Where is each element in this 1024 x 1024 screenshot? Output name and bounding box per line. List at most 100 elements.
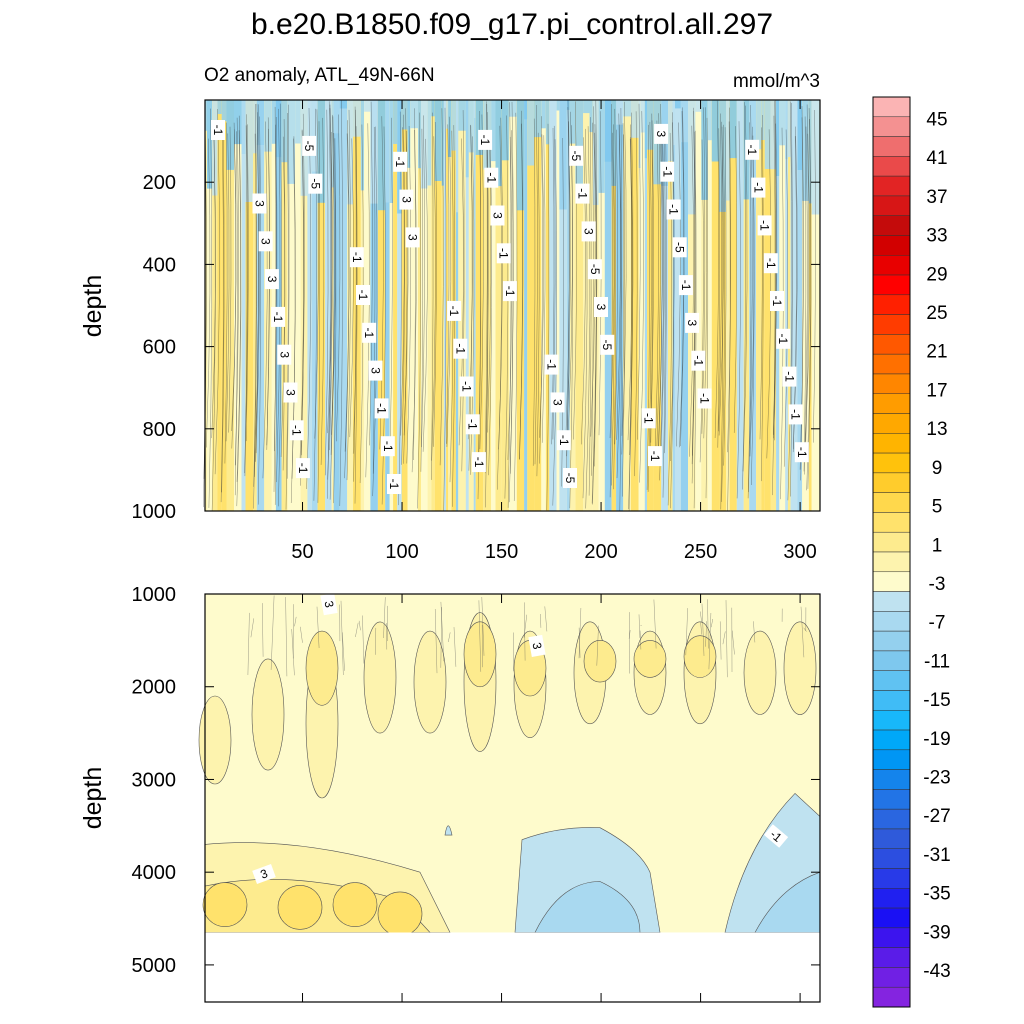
upper-contour-line [582, 128, 588, 499]
upper-contour-line [736, 121, 741, 499]
upper-contour-label: -1 [374, 398, 389, 419]
contour-label-bg [654, 123, 669, 144]
colorbar-tick-label: 13 [926, 419, 947, 440]
upper-field-stripe [389, 100, 394, 511]
upper-contour-line [733, 126, 738, 433]
upper-field-stripe [217, 100, 222, 511]
upper-surface-patch [385, 100, 390, 203]
contour-label-text: -1 [381, 441, 395, 452]
contour-label-text: -1 [387, 479, 401, 490]
lower-deep-warm-cell [277, 885, 323, 930]
upper-contour-line [389, 117, 393, 455]
upper-frame [204, 99, 821, 512]
upper-contour-line [349, 138, 354, 438]
upper-contour-line [613, 108, 617, 490]
colorbar-swatch [872, 710, 911, 731]
upper-contour-label: 3 [654, 123, 669, 144]
upper-contour-line [718, 121, 724, 436]
upper-contour-line [224, 122, 228, 464]
colorbar-tick-label: 1 [932, 535, 943, 556]
upper-contour-line [411, 129, 417, 473]
colorbar-swatch [872, 393, 911, 414]
upper-contour-label: -1 [666, 199, 681, 220]
upper-field-stripe [491, 100, 496, 511]
upper-surface-patch [534, 100, 542, 138]
upper-surface-patch [353, 100, 361, 137]
upper-surface-patch [431, 100, 435, 117]
upper-contour-line [639, 111, 644, 483]
colorbar-swatch [872, 452, 911, 474]
upper-x-tick-label: 100 [385, 541, 418, 563]
lower-anomaly-cell [783, 621, 817, 715]
upper-contour-line [285, 112, 289, 510]
upper-contour-line [804, 126, 808, 475]
contour-label-bg [399, 189, 414, 210]
upper-field-stripe [317, 100, 326, 511]
upper-contour-label: -1 [757, 215, 772, 236]
lower-deep-warm-cell [332, 882, 378, 927]
upper-surface-patch [393, 100, 398, 144]
colorbar-tick-label: -43 [923, 961, 950, 982]
upper-contour-label: 3 [258, 231, 273, 252]
upper-x-tick-label: 300 [783, 541, 816, 563]
upper-contour-label: 3 [550, 392, 565, 413]
upper-field-stripe [566, 100, 570, 511]
upper-contour-label: 3 [594, 297, 608, 317]
colorbar-swatch [872, 828, 911, 849]
upper-contour-label: -5 [308, 173, 323, 194]
contour-label-bg [283, 382, 298, 403]
upper-contour-line [720, 126, 724, 510]
lower-y-tick-label: 2000 [132, 677, 177, 699]
upper-contour-line [231, 129, 237, 432]
lower-anomaly-cell [583, 639, 617, 683]
upper-contour-line [783, 129, 788, 467]
colorbar-tick-label: 37 [926, 187, 947, 208]
contour-label-bg [387, 474, 401, 494]
upper-surface-patch [256, 100, 265, 145]
lower-anomaly-cell [305, 630, 339, 706]
upper-contour-line [611, 124, 615, 486]
upper-contour-label: -1 [794, 442, 809, 463]
contour-label-bg [745, 139, 760, 160]
upper-field-stripe [295, 100, 301, 511]
upper-contour-line [420, 128, 423, 472]
upper-contour-line [646, 124, 650, 490]
upper-ylabel: depth [79, 275, 107, 338]
upper-contour-line [627, 138, 633, 441]
contour-label-bg [660, 161, 675, 182]
lower-anomaly-cell [683, 635, 717, 678]
upper-contour-line [541, 135, 546, 443]
contour-label-text: 3 [253, 200, 267, 207]
colorbar-tick-label: -39 [923, 922, 950, 943]
upper-y-tick-label: 200 [143, 172, 176, 194]
colorbar-swatch [872, 729, 911, 751]
upper-contour-line [504, 115, 509, 499]
lower-contour-line [540, 613, 542, 628]
contour-label-bg [405, 227, 420, 248]
upper-surface-patch [770, 100, 777, 170]
upper-contour-label: 3 [405, 227, 420, 248]
upper-surface-patch [736, 100, 744, 130]
upper-contour-label: -1 [295, 458, 310, 479]
upper-contour-label: -1 [770, 291, 784, 311]
upper-field-stripe [377, 100, 386, 511]
lower-contour-line [358, 620, 361, 631]
lower-deep-warm-cell [377, 891, 423, 937]
lower-contour-line [705, 621, 707, 647]
upper-surface-patch [756, 100, 762, 150]
upper-field-stripe [331, 100, 334, 511]
upper-surface-patch [253, 100, 257, 154]
upper-contour-line [534, 104, 538, 465]
upper-contour-line [691, 111, 696, 484]
upper-contour-line [344, 120, 350, 452]
colorbar-swatch [872, 314, 911, 335]
upper-contour-line [228, 126, 232, 433]
lower-anomaly-cell [251, 658, 285, 771]
upper-contour-line [621, 101, 627, 455]
upper-contour-label: -1 [697, 388, 712, 409]
colorbar-swatch [872, 136, 911, 157]
contour-label-bg [368, 360, 383, 381]
upper-surface-patch [475, 100, 484, 155]
contour-label-bg [757, 215, 772, 236]
upper-contour-line [759, 127, 763, 440]
